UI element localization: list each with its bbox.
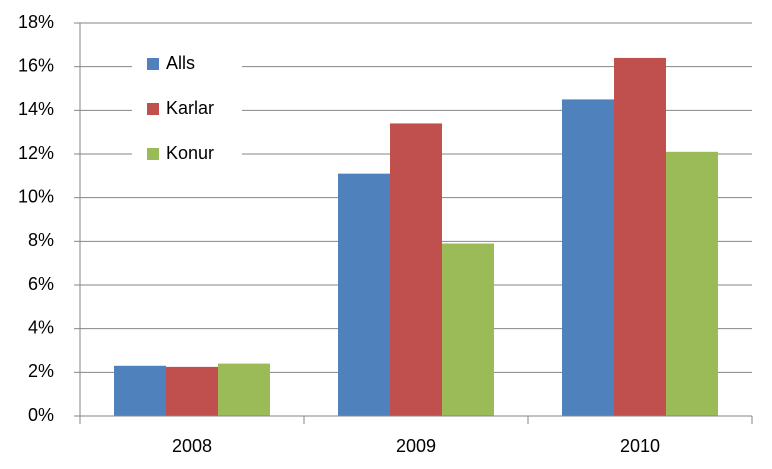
y-tick-label: 6% [28, 274, 54, 294]
bar [218, 363, 270, 416]
bar [562, 99, 614, 417]
bar [338, 173, 390, 416]
y-tick-label: 4% [28, 317, 54, 337]
y-tick-label: 18% [18, 12, 54, 32]
x-tick-label: 2008 [172, 436, 212, 456]
bar [614, 57, 666, 416]
bar [390, 123, 442, 416]
legend-swatch [147, 103, 159, 115]
y-tick-label: 16% [18, 55, 54, 75]
x-tick-label: 2010 [620, 436, 660, 456]
y-tick-label: 2% [28, 361, 54, 381]
x-tick-label: 2009 [396, 436, 436, 456]
bar [166, 366, 218, 416]
bar [114, 365, 166, 416]
legend-label: Karlar [166, 98, 214, 118]
y-tick-label: 8% [28, 230, 54, 250]
y-tick-label: 0% [28, 405, 54, 425]
y-tick-label: 10% [18, 186, 54, 206]
y-tick-label: 14% [18, 99, 54, 119]
y-tick-label: 12% [18, 143, 54, 163]
bar [666, 151, 718, 417]
bar [442, 243, 494, 416]
legend-label: Alls [166, 53, 195, 73]
legend-swatch [147, 148, 159, 160]
legend-label: Konur [166, 143, 214, 163]
legend-swatch [147, 58, 159, 70]
